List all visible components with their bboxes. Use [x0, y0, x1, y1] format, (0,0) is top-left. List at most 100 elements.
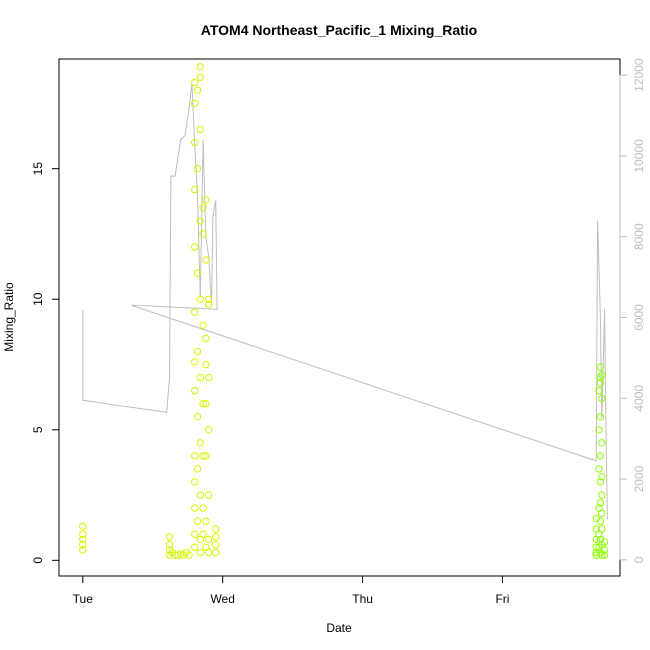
x-tick-label: Fri — [495, 592, 509, 606]
mixing-ratio-points-layer — [79, 63, 609, 559]
data-point — [596, 499, 605, 507]
y2-tick-label: 2000 — [632, 465, 646, 492]
data-point — [191, 308, 199, 316]
y-tick-label: 5 — [31, 426, 45, 433]
data-point — [79, 535, 87, 544]
data-point — [598, 509, 606, 517]
data-point — [193, 465, 202, 473]
data-point — [202, 452, 210, 460]
x-tick-label: Tue — [73, 592, 94, 606]
data-point — [196, 491, 205, 499]
data-point — [199, 230, 207, 238]
data-point — [191, 243, 199, 251]
data-point — [196, 63, 205, 71]
data-point — [196, 439, 205, 447]
data-point — [79, 546, 87, 554]
data-point — [171, 551, 179, 559]
x-axis-label: Date — [326, 621, 352, 635]
data-point — [79, 530, 87, 538]
data-point — [598, 439, 606, 447]
chart-title: ATOM4 Northeast_Pacific_1 Mixing_Ratio — [201, 22, 477, 38]
data-point — [165, 533, 174, 541]
data-point — [205, 548, 213, 557]
data-point — [196, 295, 205, 303]
y-tick-label: 10 — [31, 292, 45, 306]
data-point — [196, 548, 205, 557]
y-axis-left: 0 5 10 15 — [31, 162, 60, 564]
data-point — [191, 386, 199, 395]
y2-tick-label: 0 — [632, 556, 646, 563]
data-point — [193, 269, 202, 277]
data-point — [212, 533, 220, 541]
data-point — [596, 478, 605, 486]
y2-tick-label: 10000 — [632, 139, 646, 173]
data-point — [598, 473, 606, 481]
data-point — [595, 426, 603, 434]
data-point — [598, 491, 606, 499]
data-point — [596, 363, 605, 371]
data-point — [199, 452, 207, 460]
y-axis-right: 0 2000 4000 6000 8000 10000 12000 — [619, 58, 646, 563]
data-point — [191, 138, 199, 147]
data-point — [205, 373, 213, 382]
data-point — [191, 543, 199, 551]
data-point — [193, 347, 202, 356]
data-point — [598, 394, 606, 403]
data-point — [205, 491, 213, 499]
data-point — [196, 217, 205, 225]
data-point — [595, 465, 603, 473]
data-point — [165, 541, 174, 549]
data-point — [205, 295, 213, 303]
data-point — [193, 413, 202, 421]
data-point — [595, 386, 603, 395]
data-point — [596, 517, 605, 525]
data-point — [596, 413, 605, 421]
data-point — [191, 78, 199, 87]
data-point — [191, 99, 199, 108]
data-point — [191, 530, 199, 538]
data-point — [191, 478, 199, 486]
plot-frame — [58, 58, 621, 577]
y2-tick-label: 8000 — [632, 223, 646, 250]
data-point — [205, 426, 213, 434]
y-tick-label: 0 — [31, 557, 45, 564]
data-point — [191, 504, 199, 512]
data-point — [193, 165, 202, 173]
data-point — [600, 551, 609, 559]
data-point — [199, 321, 207, 329]
data-point — [202, 256, 210, 264]
y-tick-label: 15 — [31, 162, 45, 176]
data-point — [193, 86, 202, 95]
data-point — [600, 546, 609, 554]
data-point — [596, 379, 605, 387]
data-point — [598, 371, 606, 379]
x-axis: Tue Wed Thu Fri — [73, 575, 509, 606]
x-tick-label: Wed — [210, 592, 234, 606]
data-point — [185, 551, 193, 559]
data-point — [79, 541, 87, 549]
data-point — [212, 525, 220, 533]
data-point — [596, 452, 605, 460]
x-tick-label: Thu — [352, 592, 373, 606]
altitude-line-layer — [82, 83, 608, 520]
data-point — [199, 400, 207, 408]
data-point — [212, 541, 220, 549]
data-point — [193, 517, 202, 525]
data-point — [212, 548, 220, 557]
y2-tick-label: 12000 — [632, 58, 646, 92]
y2-tick-label: 4000 — [632, 385, 646, 412]
data-point — [196, 125, 205, 134]
data-point — [202, 334, 210, 343]
data-point — [598, 525, 606, 533]
data-point — [196, 73, 205, 82]
data-point — [79, 522, 87, 531]
data-point — [199, 504, 207, 512]
data-point — [202, 196, 210, 204]
data-point — [199, 204, 207, 212]
altitude-line — [82, 83, 608, 520]
y2-tick-label: 6000 — [632, 304, 646, 331]
data-point — [202, 517, 210, 525]
data-point — [199, 530, 207, 538]
data-point — [196, 373, 205, 382]
